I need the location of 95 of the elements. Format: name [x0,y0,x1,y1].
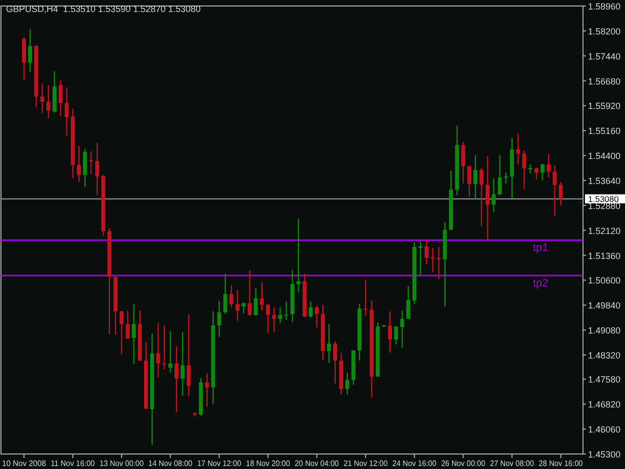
chart-title: GBPUSD,H4 1.53510 1.53590 1.52870 1.53080 [6,4,201,14]
y-tick-label: 1.50600 [588,276,621,286]
candlestick [22,36,26,81]
y-tick-label: 1.49840 [588,300,621,311]
candlestick [186,314,191,397]
candlestick [236,289,240,322]
candlestick [486,156,490,242]
y-tick-label: 1.58200 [588,26,621,36]
candlestick [498,154,502,196]
candlestick [76,145,81,182]
candlestick [522,150,526,190]
y-tick-label: 1.56680 [588,76,621,86]
candlestick [424,238,429,266]
y-tick-label: 1.57440 [588,51,621,62]
candlestick [132,303,136,364]
candlestick [308,300,313,318]
y-tick-label: 1.45300 [588,450,621,460]
candlestick [168,330,172,374]
ref-line-label: tp1 [533,242,548,254]
x-tick-label: 28 Nov 16:00 [538,459,586,468]
y-tick-label: 1.55160 [588,126,621,136]
candlestick [400,310,404,348]
y-tick-label: 1.48320 [588,350,621,360]
x-tick-label: 14 Nov 08:00 [148,459,196,468]
x-tick-label: 18 Nov 20:00 [246,459,294,468]
candlestick [242,302,246,314]
candlestick [394,326,398,346]
candlestick [205,372,209,408]
ref-line-label: tp2 [533,278,548,290]
candlestick [89,150,94,175]
candlestick [156,322,160,378]
x-tick-label: 20 Nov 04:00 [294,459,342,468]
y-tick-label: 1.51360 [588,250,621,261]
ref-line-label: 1.53080 [588,194,619,204]
candlestick [314,304,319,328]
y-tick-label: 1.52120 [588,226,621,236]
candlestick [46,84,50,119]
candlestick [260,282,264,311]
candlestick [473,154,478,200]
candlestick [492,178,496,213]
candlestick [254,287,258,316]
candlestick [480,167,484,227]
candlestick [174,346,178,413]
candlestick [461,142,466,184]
candlestick [278,306,282,324]
candlestick [552,164,557,216]
candlestick [248,270,252,316]
x-tick-label: 11 Nov 16:00 [50,459,98,468]
candlestick [272,306,276,333]
candlestick [284,300,288,320]
candlestick [540,163,544,181]
candlestick [296,218,300,293]
candlestick [40,82,44,114]
candlestick [504,172,508,184]
candlestick [534,167,538,180]
candlestick [162,324,166,370]
x-tick-label: 13 Nov 00:00 [100,459,148,468]
x-tick-label: 10 Nov 2008 [2,459,48,468]
candlestick [430,247,435,273]
candlestick [528,164,532,174]
candlestick [558,182,563,206]
candlestick [83,148,87,188]
candlestick [223,273,228,315]
candlestick [266,303,270,334]
candlestick [64,86,69,136]
y-tick-label: 1.47580 [588,374,621,385]
candlestick [333,340,338,384]
candlestick [388,310,392,354]
y-tick-label: 1.58960 [588,2,621,12]
candlestick [345,372,350,396]
candlestick [467,165,472,198]
candlestick [364,280,368,316]
candlestick [327,324,331,364]
candlestick [406,285,410,320]
candlestick [516,132,520,166]
candlestick [180,332,185,396]
y-tick-label: 1.49080 [588,326,621,336]
x-tick-label: 17 Nov 12:00 [197,459,245,468]
candlestick [120,310,124,355]
y-tick-label: 1.55920 [588,101,621,112]
candlestick [229,284,234,308]
candlestick [546,153,551,178]
y-tick-label: 1.54400 [588,151,621,162]
candlestick [126,310,130,340]
candlestick [217,300,222,338]
x-tick-label: 24 Nov 16:00 [392,459,440,468]
y-tick-label: 1.46060 [588,424,621,435]
candlestick [58,80,63,116]
x-tick-label: 26 Nov 00:00 [441,459,489,468]
x-tick-label: 27 Nov 08:00 [490,459,538,468]
y-tick-label: 1.53640 [588,176,621,186]
y-tick-label: 1.46820 [588,400,621,410]
candlestick [95,142,100,196]
candlestick [28,28,32,73]
x-tick-label: 21 Nov 12:00 [344,459,392,468]
